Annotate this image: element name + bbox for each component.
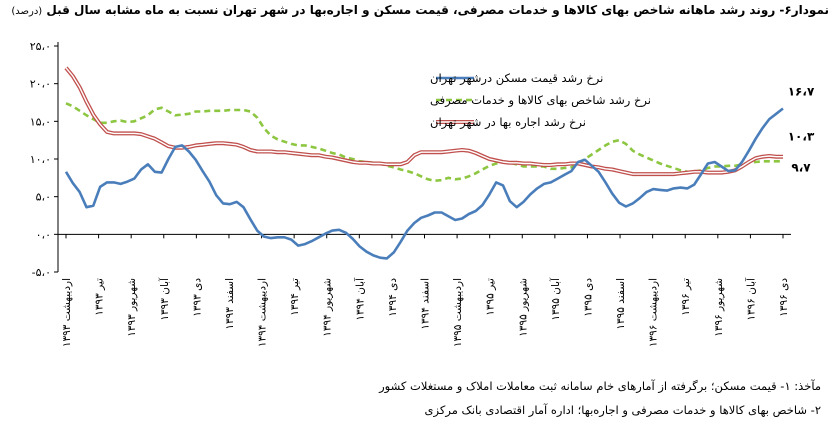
end-value-label: ۱۶،۷ [788, 85, 815, 99]
legend-label: نرخ رشد قیمت مسکن درشهر تهران [430, 71, 603, 86]
x-tick-label: آبان ۱۳۹۳ [158, 277, 171, 321]
series-line-rent-core [65, 67, 783, 175]
x-tick-label: شهریور ۱۳۹۵ [517, 278, 529, 337]
x-tick-label: شهریور ۱۳۹۴ [322, 278, 334, 337]
x-tick-label: اسفند ۱۳۹۴ [420, 278, 432, 330]
x-tick-label: آبان ۱۳۹۴ [353, 277, 366, 321]
x-tick-label: آبان ۱۳۹۵ [549, 277, 562, 321]
x-tick-label: اردیبهشت ۱۳۹۴ [257, 278, 269, 347]
end-value-label: ۹،۷ [791, 160, 811, 174]
x-tick-label: تیر ۱۳۹۵ [485, 278, 497, 316]
x-tick-label: اسفند ۱۳۹۳ [224, 278, 236, 330]
x-tick-label: دی ۱۳۹۶ [778, 278, 790, 317]
series-line-housing [64, 107, 784, 260]
figure-title: نمودار۶- روند رشد ماهانه شاخص بهای کالاه… [6, 3, 829, 17]
line-chart: -۵،۰ ۰،۰ ۵،۰ ۱۰،۰ ۱۵،۰ ۲۰،۰ ۲۵،۰ اردیبهشت ۱۳۹۳ ت… [30, 40, 815, 347]
x-tick-label: اردیبهشت ۱۳۹۶ [648, 278, 660, 347]
end-value-label: ۱۰،۳ [788, 130, 815, 144]
series-line-rent [64, 66, 783, 177]
x-tick-label: دی ۱۳۹۳ [191, 278, 203, 317]
x-tick-label: تیر ۱۳۹۳ [94, 278, 106, 316]
title-unit: (درصد) [11, 6, 43, 17]
x-tick-label: دی ۱۳۹۵ [582, 278, 594, 317]
y-tick-label: ۱۰،۰ [30, 153, 51, 166]
x-tick-label: شهریور ۱۳۹۳ [126, 278, 138, 337]
y-tick-label: ۰،۰ [36, 228, 51, 241]
legend: نرخ رشد قیمت مسکن درشهر تهران نرخ رشد شاخ… [430, 71, 651, 130]
x-tick-label: آبان ۱۳۹۶ [744, 277, 757, 321]
x-tick-label: شهریور ۱۳۹۶ [713, 278, 725, 337]
x-tick-label: اردیبهشت ۱۳۹۳ [61, 278, 73, 347]
y-tick-label: -۵،۰ [32, 266, 51, 279]
y-tick-label: ۱۵،۰ [30, 115, 51, 128]
title-text: نمودار۶- روند رشد ماهانه شاخص بهای کالاه… [46, 3, 829, 17]
x-tick-label: تیر ۱۳۹۴ [289, 278, 301, 316]
y-tick-label: ۲۰،۰ [30, 78, 51, 91]
legend-label: نرخ رشد شاخص بهای کالاها و خدمات مصرفی [430, 93, 651, 108]
x-tick-label: دی ۱۳۹۴ [387, 278, 399, 317]
source-line-1: مآخذ: ۱- قیمت مسکن؛ برگرفته از آمارهای خ… [379, 379, 821, 393]
legend-label: نرخ رشد اجاره بها در شهر تهران [430, 115, 586, 130]
series-line-cpi [65, 102, 783, 183]
source-line-2: ۲- شاخص بهای کالاها و خدمات مصرفی و اجار… [424, 403, 821, 417]
x-tick-label: اسفند ۱۳۹۵ [615, 278, 627, 330]
x-tick-label: تیر ۱۳۹۶ [680, 278, 692, 316]
y-tick-label: ۲۵،۰ [30, 40, 51, 53]
y-tick-label: ۵،۰ [36, 191, 51, 204]
x-tick-label: اردیبهشت ۱۳۹۵ [452, 278, 464, 347]
